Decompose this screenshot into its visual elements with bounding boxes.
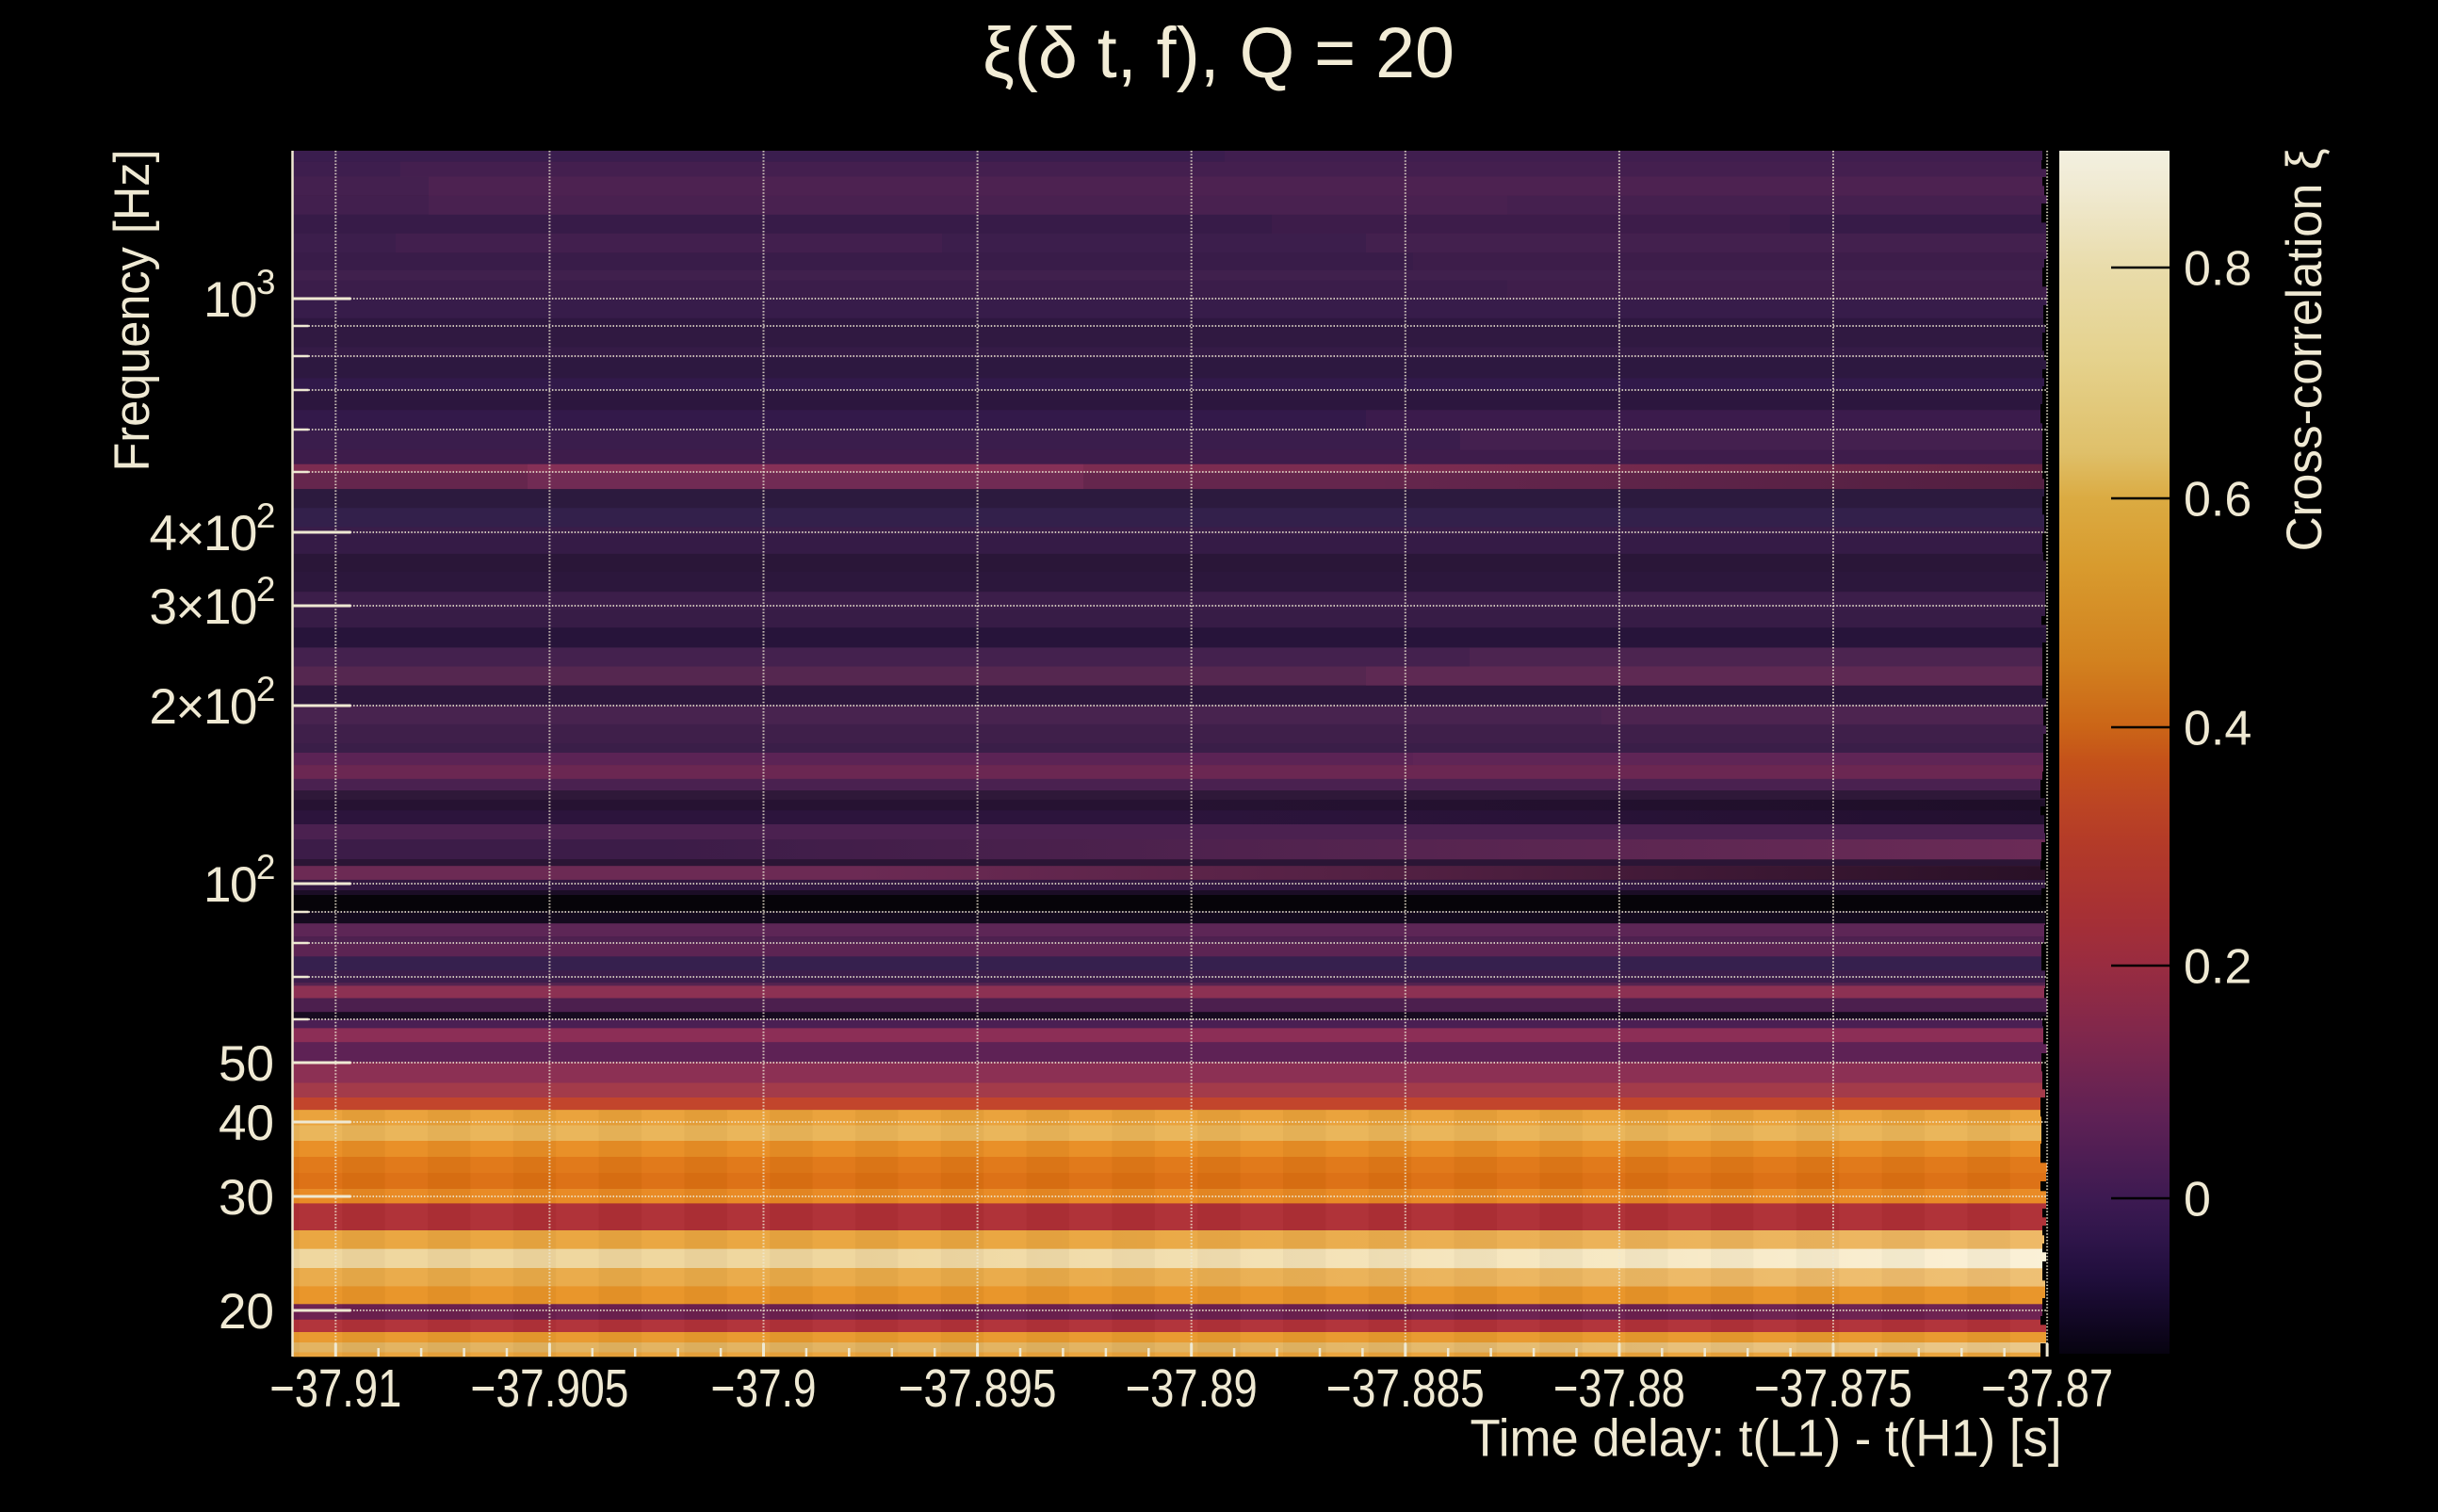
svg-text:102: 102 bbox=[203, 848, 274, 913]
svg-text:−37.9: −37.9 bbox=[711, 1358, 817, 1419]
svg-text:0: 0 bbox=[2184, 1173, 2211, 1227]
svg-text:Time delay: t(L1) - t(H1) [s]: Time delay: t(L1) - t(H1) [s] bbox=[1471, 1408, 2062, 1468]
svg-text:−37.87: −37.87 bbox=[1981, 1358, 2113, 1419]
svg-text:50: 50 bbox=[219, 1036, 274, 1092]
svg-text:−37.895: −37.895 bbox=[899, 1358, 1057, 1419]
svg-text:−37.905: −37.905 bbox=[470, 1358, 628, 1419]
svg-text:−37.885: −37.885 bbox=[1326, 1358, 1485, 1419]
svg-text:−37.91: −37.91 bbox=[269, 1358, 401, 1419]
svg-text:4×102: 4×102 bbox=[150, 496, 274, 561]
svg-text:−37.89: −37.89 bbox=[1126, 1358, 1258, 1419]
svg-text:103: 103 bbox=[203, 263, 274, 328]
svg-text:30: 30 bbox=[219, 1170, 274, 1226]
svg-text:0.8: 0.8 bbox=[2184, 242, 2251, 297]
svg-text:Cross-correlation ξ: Cross-correlation ξ bbox=[2277, 148, 2332, 551]
svg-text:0.2: 0.2 bbox=[2184, 940, 2251, 995]
svg-text:−37.88: −37.88 bbox=[1553, 1358, 1685, 1419]
svg-text:2×102: 2×102 bbox=[150, 670, 274, 735]
svg-text:3×102: 3×102 bbox=[150, 570, 274, 635]
svg-text:20: 20 bbox=[219, 1284, 274, 1340]
svg-text:−37.875: −37.875 bbox=[1754, 1358, 1912, 1419]
svg-text:Frequency [Hz]: Frequency [Hz] bbox=[105, 150, 160, 472]
svg-text:0.6: 0.6 bbox=[2184, 473, 2251, 528]
svg-text:0.4: 0.4 bbox=[2184, 702, 2251, 756]
svg-text:40: 40 bbox=[219, 1096, 274, 1151]
svg-text:ξ(δ t, f), Q = 20: ξ(δ t, f), Q = 20 bbox=[983, 13, 1455, 93]
